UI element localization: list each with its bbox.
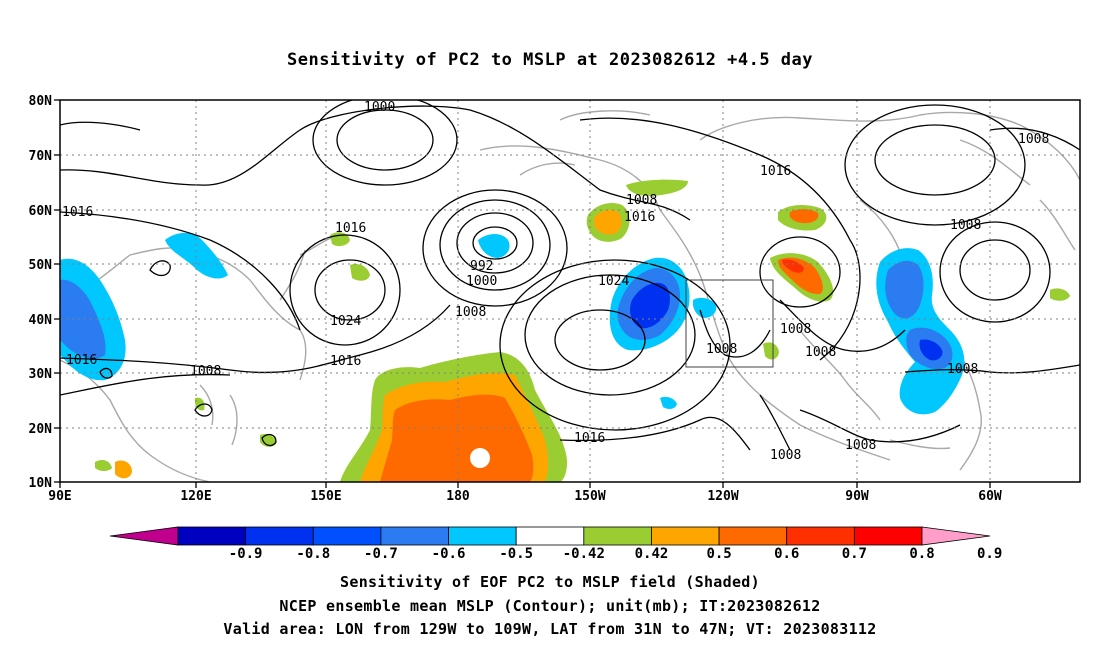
contour-label: 1008	[455, 305, 486, 320]
lat-label: 50N	[29, 258, 53, 273]
colorbar-segment	[853, 526, 923, 546]
lon-label: 180	[446, 489, 470, 504]
valid-area-box	[685, 279, 774, 368]
colorbar-segment	[651, 526, 720, 546]
contour-label: 1008	[770, 448, 801, 463]
contour-label: 1016	[66, 353, 97, 368]
colorbar-label: 0.42	[635, 546, 669, 562]
colorbar-label: 0.7	[842, 546, 867, 562]
lon-label: 120E	[180, 489, 211, 504]
contour-label: 1016	[760, 164, 791, 179]
colorbar-segment	[786, 526, 855, 546]
lat-labels: 80N 70N 60N 50N 40N 30N 20N 10N	[29, 94, 53, 491]
colorbar-segment	[448, 526, 517, 546]
contour-label: 1008	[780, 322, 811, 337]
lon-label: 90E	[48, 489, 71, 504]
colorbar-label: 0.5	[706, 546, 731, 562]
lat-label: 80N	[29, 94, 53, 109]
contour-label: 1008	[845, 438, 876, 453]
colorbar	[109, 526, 991, 546]
tick-marks	[54, 99, 991, 488]
contour-label: 1016	[335, 221, 366, 236]
contour-labels: 1000 1016 1008 1016 1008 1016 1016 1016 …	[62, 100, 1049, 463]
caption-shading: Sensitivity of EOF PC2 to MSLP field (Sh…	[340, 573, 760, 591]
colorbar-label: -0.5	[499, 546, 533, 562]
lat-label: 70N	[29, 149, 53, 164]
colorbar-labels: -0.9 -0.8 -0.7 -0.6 -0.5 -0.42 0.42 0.5 0.6 0.7 0.…	[229, 546, 1003, 562]
contour-label: 1008	[947, 362, 978, 377]
colorbar-segment	[380, 526, 449, 546]
lon-label: 60W	[978, 489, 1002, 504]
colorbar-segment	[515, 526, 585, 546]
caption-valid-area: Valid area: LON from 129W to 109W, LAT f…	[223, 620, 877, 638]
lat-label: 10N	[29, 476, 53, 491]
contour-label: 1000	[364, 100, 395, 115]
lon-labels: 90E 120E 150E 180 150W 120W 90W 60W	[48, 489, 1002, 504]
map-title: Sensitivity of PC2 to MSLP at 2023082612…	[286, 50, 813, 70]
grid-lines	[60, 100, 1080, 482]
contour-label: 1000	[466, 274, 497, 289]
colorbar-max-arrow	[921, 526, 991, 546]
lat-label: 20N	[29, 422, 53, 437]
plot-frame	[59, 99, 1081, 483]
colorbar-segment	[583, 526, 652, 546]
colorbar-label: -0.42	[563, 546, 605, 562]
colorbar-segment	[718, 526, 788, 546]
contour-label: 992	[470, 259, 493, 274]
colorbar-label: -0.7	[364, 546, 398, 562]
contour-label: 1024	[330, 314, 361, 329]
contour-label: 1016	[624, 210, 655, 225]
contour-label: 1008	[1018, 132, 1049, 147]
lat-label: 40N	[29, 313, 53, 328]
colorbar-label: -0.9	[229, 546, 263, 562]
contour-label: 1008	[626, 193, 657, 208]
colorbar-segment	[245, 526, 314, 546]
sensitivity-shading	[60, 179, 1070, 482]
caption-contour: NCEP ensemble mean MSLP (Contour); unit(…	[279, 597, 821, 615]
lat-label: 60N	[29, 204, 53, 219]
colorbar-label: 0.6	[774, 546, 799, 562]
mslp-contours	[60, 100, 1080, 451]
lat-label: 30N	[29, 367, 53, 382]
lon-label: 150E	[310, 489, 341, 504]
lon-label: 120W	[707, 489, 738, 504]
contour-label: 1008	[950, 218, 981, 233]
contour-label: 1016	[62, 205, 93, 220]
contour-label: 1008	[706, 342, 737, 357]
colorbar-segment	[312, 526, 382, 546]
colorbar-label: 0.8	[909, 546, 934, 562]
contour-label: 1024	[598, 274, 629, 289]
colorbar-segment	[177, 526, 247, 546]
contour-label: 1016	[330, 354, 361, 369]
colorbar-label: -0.6	[432, 546, 466, 562]
lon-label: 150W	[574, 489, 605, 504]
contour-label: 1016	[574, 431, 605, 446]
contour-label: 1008	[805, 345, 836, 360]
contour-label: 1008	[190, 364, 221, 379]
lon-label: 90W	[845, 489, 869, 504]
colorbar-min-arrow	[109, 526, 179, 546]
colorbar-label: -0.8	[296, 546, 330, 562]
colorbar-label: 0.9	[977, 546, 1002, 562]
